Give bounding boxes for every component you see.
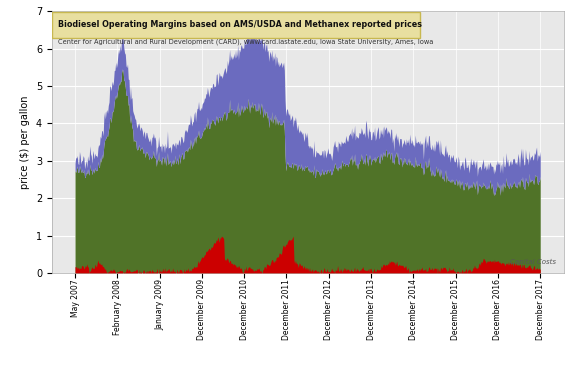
Text: Center for Agricultural and Rural Development (CARD), www.card.iastate.edu, Iowa: Center for Agricultural and Rural Develo… — [58, 38, 434, 45]
Text: Biodiesel Operating Margins based on AMS/USDA and Methanex reported prices: Biodiesel Operating Margins based on AMS… — [58, 20, 422, 30]
Text: Capital Costs: Capital Costs — [510, 259, 556, 265]
FancyBboxPatch shape — [52, 12, 420, 38]
Y-axis label: price ($) per gallon: price ($) per gallon — [20, 96, 30, 189]
